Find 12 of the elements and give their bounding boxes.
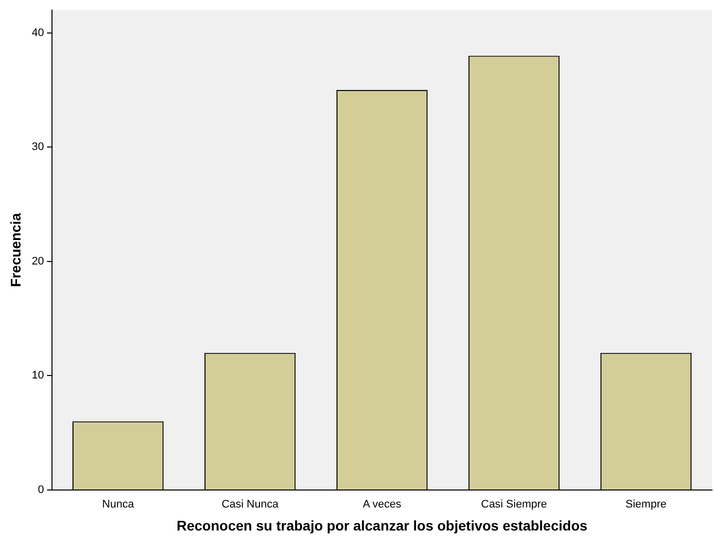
x-tick-label: Nunca bbox=[102, 498, 135, 511]
x-tick-label: Casi Siempre bbox=[480, 498, 548, 511]
y-tick-label: 0 bbox=[38, 484, 44, 496]
x-tick-label: A veces bbox=[362, 498, 402, 511]
y-tick-label: 10 bbox=[32, 370, 44, 382]
y-tick-label: 40 bbox=[32, 26, 44, 39]
x-tick-label: Siempre bbox=[626, 498, 666, 511]
y-tick-label: 20 bbox=[32, 255, 44, 268]
x-axis-title: Reconocen su trabajo por alcanzar los objetivos establecidos bbox=[176, 517, 588, 534]
y-axis-title: Frecuencia bbox=[7, 212, 24, 287]
y-tick-label: 30 bbox=[32, 141, 44, 154]
x-tick-label: Casi Nunca bbox=[222, 498, 280, 511]
